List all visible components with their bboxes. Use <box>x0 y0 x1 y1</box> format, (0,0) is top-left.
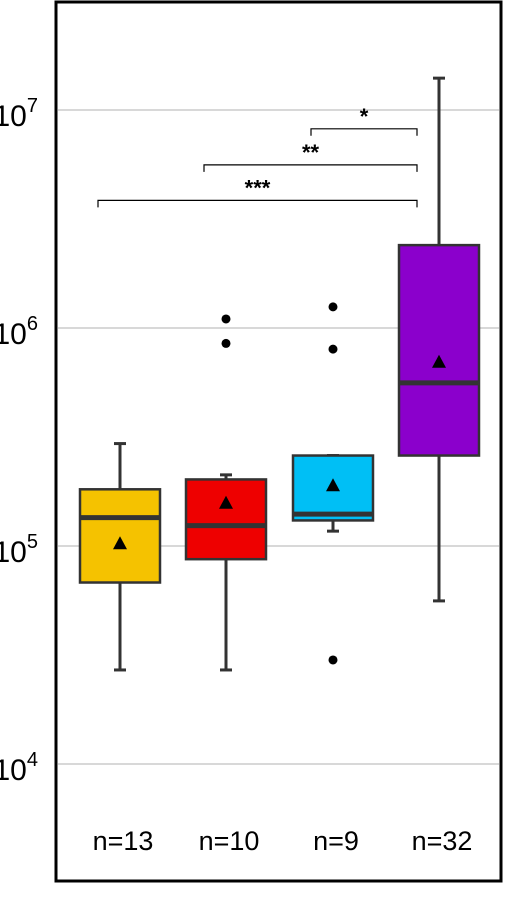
iqr-box <box>397 243 481 457</box>
mean-marker <box>326 478 340 492</box>
mean-marker <box>432 354 446 368</box>
mean-marker <box>219 495 233 509</box>
box-group <box>397 76 481 603</box>
sample-size-label: n=13 <box>93 826 154 856</box>
boxes <box>78 76 481 672</box>
iqr-box <box>78 488 162 584</box>
y-tick-base: 10 <box>0 100 27 133</box>
significance-brackets: ****** <box>97 104 418 208</box>
outlier-point <box>221 314 231 324</box>
y-tick-label: 106 <box>0 313 38 351</box>
box-group <box>184 314 268 672</box>
significance-label: * <box>360 104 369 129</box>
y-tick-base: 10 <box>0 536 27 569</box>
sample-size-label: n=9 <box>313 826 359 856</box>
sample-size-label: n=10 <box>199 826 260 856</box>
y-tick-exponent: 5 <box>27 531 38 553</box>
y-tick-exponent: 7 <box>27 95 38 117</box>
y-tick-base: 10 <box>0 754 27 787</box>
sample-size-labels: n=13 n=10 n=9 n=32 <box>93 826 473 856</box>
significance-label: *** <box>245 175 271 200</box>
y-tick-label: 104 <box>0 749 38 787</box>
sample-size-label: n=32 <box>412 826 473 856</box>
significance-label: ** <box>302 140 320 165</box>
outlier-point <box>221 338 231 348</box>
outlier-point <box>328 344 338 354</box>
iqr-box <box>184 478 268 561</box>
outlier-point <box>328 302 338 312</box>
y-tick-exponent: 4 <box>27 749 38 771</box>
y-tick-base: 10 <box>0 318 27 351</box>
box-group <box>78 442 162 672</box>
y-tick-label: 107 <box>0 95 38 133</box>
outlier-point <box>328 655 338 665</box>
box-group <box>291 302 375 665</box>
significance-bracket <box>203 164 418 172</box>
significance-bracket <box>97 199 418 208</box>
significance-bracket <box>310 128 418 136</box>
mean-marker <box>113 536 127 550</box>
y-tick-label: 105 <box>0 531 38 569</box>
y-tick-exponent: 6 <box>27 313 38 335</box>
